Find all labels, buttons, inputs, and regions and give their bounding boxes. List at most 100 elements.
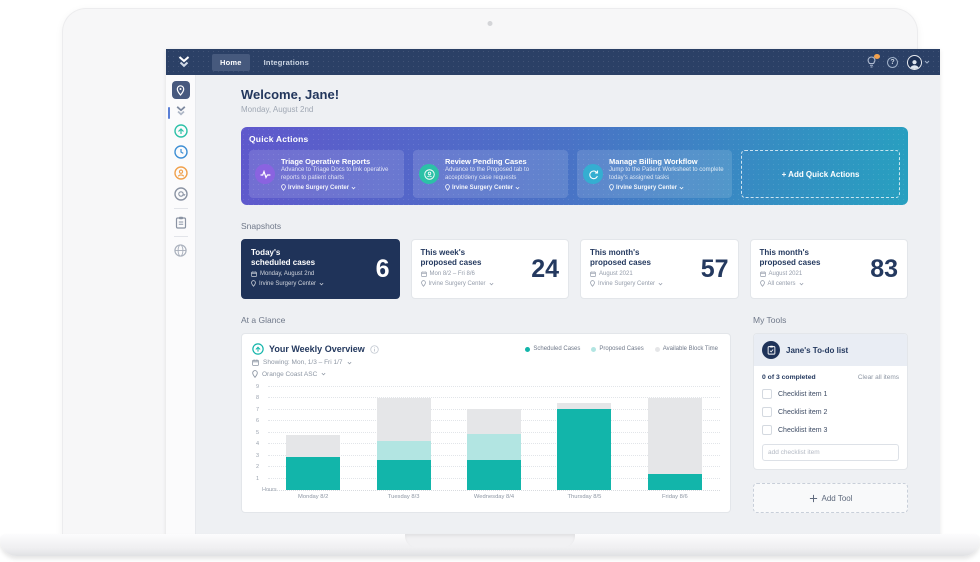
circle-globe-icon xyxy=(174,244,187,257)
sidebar-item-settings[interactable] xyxy=(166,244,195,257)
y-tick-label: 4 xyxy=(256,441,260,448)
y-axis-label: Hours xyxy=(262,487,277,493)
bar-segment-available-block-time xyxy=(467,408,522,434)
location-dropdown[interactable]: Irvine Surgery Center xyxy=(609,184,726,192)
chevron-down-icon xyxy=(351,186,356,190)
bar-segment-available-block-time xyxy=(647,398,702,474)
bar-column xyxy=(268,387,358,490)
chevron-down-icon xyxy=(658,282,663,285)
bar-column xyxy=(630,387,720,490)
checkbox[interactable] xyxy=(762,389,772,399)
webcam-dot xyxy=(487,21,493,26)
bar-segment-scheduled-cases xyxy=(647,473,702,490)
clipboard-check-icon xyxy=(762,341,780,359)
clear-all-items-button[interactable]: Clear all items xyxy=(857,374,899,381)
sidebar-divider xyxy=(173,236,188,237)
sidebar-item-worklist[interactable] xyxy=(166,216,195,229)
y-tick-label: 8 xyxy=(256,395,260,402)
quick-action-card-triage[interactable]: Triage Operative Reports Advance to Tria… xyxy=(249,150,404,198)
bar-column xyxy=(539,387,629,490)
calendar-icon xyxy=(590,271,596,277)
pin-icon xyxy=(590,280,595,287)
bar-column xyxy=(449,387,539,490)
chevron-down-icon xyxy=(489,282,493,285)
snapshot-value: 6 xyxy=(375,254,390,283)
tab-home[interactable]: Home xyxy=(212,53,250,71)
page-date: Monday, August 2nd xyxy=(241,105,314,114)
pin-icon xyxy=(445,184,450,192)
snapshot-location-dropdown[interactable]: Irvine Surgery Center xyxy=(590,280,663,287)
quick-action-title: Review Pending Cases xyxy=(445,156,527,166)
info-icon[interactable] xyxy=(370,344,379,354)
chart-bars xyxy=(268,387,720,490)
sidebar-item-billing[interactable] xyxy=(166,166,195,180)
date-range-dropdown[interactable]: Showing: Mon, 1/3 – Fri 1/7 xyxy=(252,359,720,366)
bar-segment-available-block-time xyxy=(557,403,612,409)
y-tick-label: 9 xyxy=(256,384,260,390)
tab-integrations[interactable]: Integrations xyxy=(263,57,309,67)
checklist-row-2[interactable]: Checklist item 2 xyxy=(762,407,899,417)
weekly-overview-card: Your Weekly Overview Showing: Mon, 1/3 –… xyxy=(241,333,731,513)
checklist-row-3[interactable]: Checklist item 3 xyxy=(762,425,899,435)
pin-icon xyxy=(281,184,286,192)
snapshots-heading: Snapshots xyxy=(241,221,282,231)
sidebar-item-location[interactable] xyxy=(166,81,195,99)
quick-action-desc: Jump to the Patient Worksheet to complet… xyxy=(609,166,724,181)
chart-legend: Scheduled Cases Proposed Cases Available… xyxy=(525,346,718,352)
person-check-icon xyxy=(419,164,439,184)
location-dropdown[interactable]: Irvine Surgery Center xyxy=(445,184,562,192)
laptop-base-notch xyxy=(405,534,575,548)
lightbulb-notifications-icon[interactable] xyxy=(866,54,880,68)
x-tick-label: Friday 8/6 xyxy=(661,494,688,500)
legend-item-proposed: Proposed Cases xyxy=(591,346,644,352)
x-tick-label: Monday 8/2 xyxy=(298,494,329,500)
snapshot-location-dropdown[interactable]: Irvine Surgery Center xyxy=(251,280,324,287)
snapshot-date: Monday, August 2nd xyxy=(251,271,324,277)
add-quick-actions-button[interactable]: + Add Quick Actions xyxy=(741,150,900,198)
snapshot-location-dropdown[interactable]: Irvine Surgery Center xyxy=(420,280,494,287)
circle-arrow-icon xyxy=(252,343,264,355)
chevron-down-icon xyxy=(321,372,326,376)
gridline: 8 xyxy=(256,395,720,401)
sync-icon xyxy=(583,164,603,184)
notification-badge xyxy=(874,54,880,59)
sidebar-item-cases[interactable] xyxy=(166,145,195,159)
brand-glyph-icon xyxy=(176,106,185,116)
chevron-down-icon xyxy=(347,361,351,364)
pulse-icon xyxy=(255,164,275,184)
page-title: Welcome, Jane! xyxy=(241,87,340,102)
add-tool-button[interactable]: Add Tool xyxy=(753,483,908,513)
sidebar-item-scheduling[interactable] xyxy=(166,124,195,138)
snapshot-location-dropdown[interactable]: All centers xyxy=(759,280,821,287)
location-dropdown[interactable]: Irvine Surgery Center xyxy=(281,184,398,192)
bar-segment-scheduled-cases xyxy=(286,456,341,490)
user-menu[interactable] xyxy=(907,54,930,70)
chart-title: Your Weekly Overview xyxy=(269,344,365,354)
sidebar-item-home-app[interactable] xyxy=(166,106,195,119)
snapshot-card-month-proposed-irvine: This month's proposed cases August 2021 I… xyxy=(580,239,739,299)
calendar-icon xyxy=(252,359,259,366)
checkbox[interactable] xyxy=(762,407,772,417)
at-a-glance-heading: At a Glance xyxy=(241,315,286,325)
bar-segment-available-block-time xyxy=(376,398,431,441)
checklist-row-1[interactable]: Checklist item 1 xyxy=(762,389,899,399)
center-dropdown[interactable]: Orange Coast ASC xyxy=(252,370,720,378)
quick-action-card-review[interactable]: Review Pending Cases Advance to the Prop… xyxy=(413,150,568,198)
calendar-icon xyxy=(759,271,766,277)
laptop-base xyxy=(0,534,980,556)
sidebar-item-directory[interactable] xyxy=(166,187,195,201)
circle-at-icon xyxy=(173,187,188,201)
checkbox[interactable] xyxy=(762,425,772,435)
brand-logo-icon[interactable] xyxy=(176,54,192,70)
chart-plot: 1 2 3 4 5 6 7 8 9 Hours xyxy=(256,384,720,493)
help-icon[interactable]: ? xyxy=(887,56,898,68)
y-tick-label: 2 xyxy=(256,464,260,471)
quick-action-desc: Advance to the Proposed tab to accept/de… xyxy=(445,166,530,181)
location-pin-icon xyxy=(171,81,190,99)
pin-icon xyxy=(252,370,258,378)
snapshot-date: August 2021 xyxy=(590,271,663,277)
y-tick-label: 1 xyxy=(256,475,260,482)
add-checklist-item-input[interactable] xyxy=(762,444,899,461)
quick-action-card-billing[interactable]: Manage Billing Workflow Jump to the Pati… xyxy=(577,150,732,198)
snapshot-card-month-proposed-all: This month's proposed cases August 2021 A… xyxy=(749,239,908,299)
